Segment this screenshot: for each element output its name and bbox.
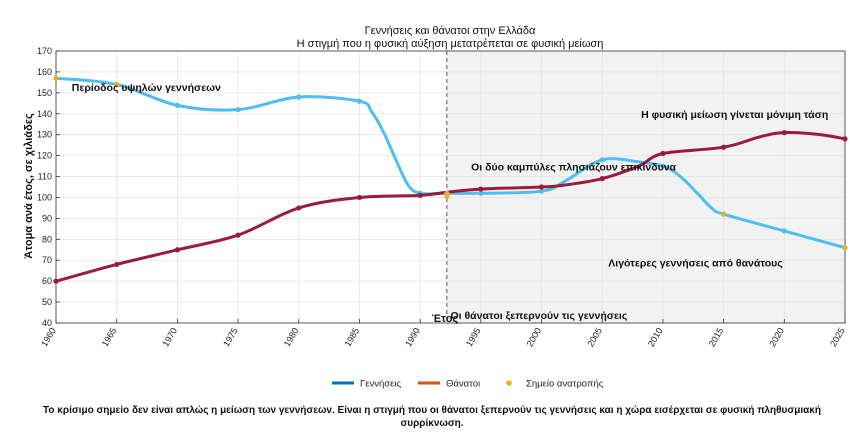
legend-label-1: Γεννήσεις — [360, 379, 401, 390]
y-tick-label: 70 — [42, 255, 52, 265]
y-tick-label: 40 — [42, 318, 52, 328]
x-tick-label: 2025 — [828, 326, 847, 348]
series-2-point — [599, 176, 605, 182]
plot-area: 40 50 60 70 80 90 100 110 120 130 140 150 160 170 1960… — [37, 46, 848, 348]
chart-caption: Το κρίσιμο σημείο δεν είναι απλώς η μείω… — [43, 405, 821, 429]
chart-title: Γεννήσεις και θάνατοι στην Ελλάδα — [365, 25, 536, 37]
axes-frame — [55, 50, 846, 324]
x-tick-label: 1995 — [464, 326, 483, 348]
series-2-point — [781, 130, 787, 136]
y-tick-label: 90 — [42, 213, 52, 223]
series-2-point — [842, 136, 848, 142]
series-1-point — [356, 98, 363, 104]
x-tick-label: 1990 — [403, 326, 422, 348]
annotation-label: Περίοδος υψηλών γεννήσεων — [72, 82, 221, 94]
series-2-point — [660, 150, 666, 157]
legend: Γεννήσεις Θάνατοι Σημείο ανατροπής — [332, 379, 604, 390]
x-axis-label: Έτος — [432, 313, 459, 325]
turning-point-marker — [444, 193, 450, 200]
series-2-point — [53, 278, 59, 284]
x-tick-label: 1985 — [343, 326, 362, 348]
series-1-point — [174, 102, 180, 108]
y-tick-label: 130 — [37, 130, 52, 140]
x-tick-label: 2005 — [585, 326, 604, 348]
annotation-label: Οι δύο καμπύλες πλησιάζουν επικίνδυνα — [471, 161, 676, 173]
legend-label-2: Θάνατοι — [446, 379, 480, 390]
chart-subtitle: Η στιγμή που η φυσική αύξηση μετατρέπετα… — [297, 38, 604, 50]
y-tick-label: 150 — [37, 88, 52, 98]
x-tick-label: 2000 — [525, 326, 544, 348]
series-1-point — [660, 163, 666, 169]
series-2-point — [114, 261, 120, 268]
annotation-label: Η φυσική μείωση γίνεται μόνιμη τάση — [641, 109, 828, 121]
series-2-point — [235, 232, 241, 238]
series-2-point — [538, 184, 545, 190]
series-1-point — [296, 94, 302, 100]
series-2-point — [174, 247, 180, 253]
x-tick-label: 1975 — [221, 326, 240, 348]
y-tick-label: 80 — [42, 234, 52, 244]
y-tick-label: 120 — [37, 151, 52, 161]
y-tick-label: 170 — [37, 46, 52, 56]
series-2-point — [721, 144, 727, 150]
y-tick-label: 140 — [37, 109, 52, 119]
series-1-point — [235, 106, 241, 113]
legend-swatch-3 — [506, 380, 512, 386]
y-tick-label: 110 — [38, 172, 52, 182]
annotation-label: Λιγότερες γεννήσεις από θανάτους — [608, 258, 783, 270]
series-2-point — [417, 192, 423, 198]
x-tick-label: 2015 — [707, 326, 726, 348]
x-tick-label: 1960 — [39, 326, 58, 348]
turning-point-marker — [842, 245, 848, 251]
annotation-label: Οι θάνατοι ξεπερνούν τις γεννήσεις — [451, 310, 628, 322]
x-tick-label: 1970 — [160, 326, 179, 348]
series-1-point — [538, 188, 545, 194]
series-1-point — [478, 190, 484, 196]
x-tick-label: 2020 — [767, 326, 786, 348]
turning-point-marker — [53, 75, 59, 81]
y-tick-label: 160 — [37, 67, 52, 77]
series-1-point — [599, 157, 605, 163]
series-2-point — [356, 194, 363, 201]
y-axis-label: Άτομα ανά έτος, σε χιλιάδες — [23, 113, 35, 259]
series-1-point — [781, 228, 787, 234]
y-tick-label: 100 — [37, 192, 52, 202]
turning-point-marker — [114, 81, 120, 88]
series-2-point — [296, 205, 302, 211]
series-2-point — [478, 186, 484, 192]
legend-label-3: Σημείο ανατροπής — [526, 379, 604, 390]
x-tick-label: 1965 — [100, 326, 119, 348]
x-tick-label: 1980 — [282, 326, 301, 348]
y-tick-label: 60 — [42, 276, 52, 286]
y-tick-label: 50 — [42, 297, 52, 307]
turning-point-marker — [721, 211, 727, 217]
x-tick-label: 2010 — [646, 326, 665, 348]
